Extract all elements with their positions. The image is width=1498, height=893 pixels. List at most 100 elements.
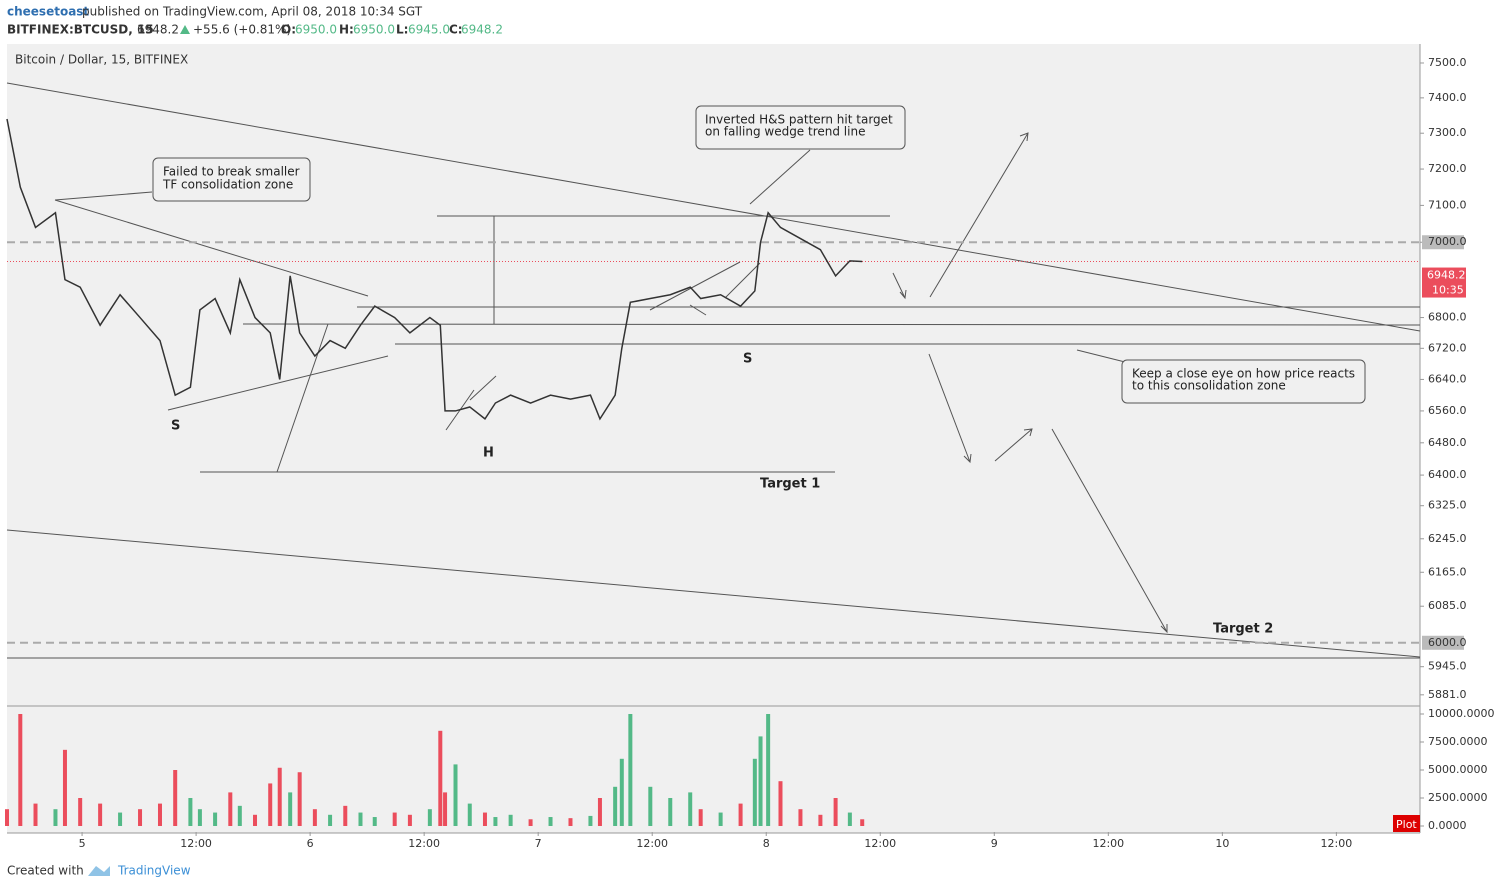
volume-bar <box>288 792 293 826</box>
volume-bar <box>53 809 58 826</box>
x-tick-label: 12:00 <box>180 837 212 850</box>
volume-bar <box>173 769 178 826</box>
volume-bar <box>628 713 633 826</box>
y-tick-label: 6085.0 <box>1428 599 1467 612</box>
y2-tick-label: 5000.0000 <box>1428 763 1488 776</box>
annotation: Inverted H&S pattern hit target <box>705 113 893 127</box>
level-tag <box>1422 635 1464 650</box>
annotation: Keep a close eye on how price reacts <box>1132 367 1355 381</box>
volume-bar <box>758 736 763 826</box>
volume-bar <box>407 814 412 826</box>
volume-bar <box>62 749 67 826</box>
plot-label: Plot <box>1396 818 1417 831</box>
level-label: 6000.0 <box>1428 636 1467 649</box>
volume-bar <box>718 812 723 826</box>
x-tick-label: 8 <box>763 837 770 850</box>
c-value: 6948.2 <box>461 23 503 37</box>
volume-bar <box>312 809 317 826</box>
arrow <box>1051 428 1168 634</box>
c-label: C: <box>449 23 463 37</box>
volume-bar <box>613 786 618 826</box>
volume-bar <box>568 818 573 826</box>
y-tick-label: 6480.0 <box>1428 436 1467 449</box>
countdown: 10:35 <box>1432 284 1464 297</box>
level-label: 7000.0 <box>1428 235 1467 248</box>
callout <box>152 157 311 202</box>
callout <box>695 105 906 150</box>
pointer <box>749 149 811 205</box>
level-tag <box>1422 235 1464 250</box>
y-tick-label: 6400.0 <box>1428 468 1467 481</box>
volume-bar <box>493 817 498 826</box>
volume-bar <box>548 817 553 826</box>
volume-bar <box>508 814 513 826</box>
channel-bottom <box>6 529 1421 658</box>
volume-bar <box>277 767 282 826</box>
x-tick-label: 12:00 <box>408 837 440 850</box>
x-tick-label: 12:00 <box>1321 837 1353 850</box>
chart-title: Bitcoin / Dollar, 15, BITFINEX <box>15 53 188 67</box>
price: 6948.2 <box>137 23 179 37</box>
volume-bar <box>766 713 771 826</box>
annotation: on falling wedge trend line <box>705 125 865 139</box>
plot-tag <box>1393 815 1420 832</box>
y-tick-label: 6800.0 <box>1428 311 1467 324</box>
annotation: Failed to break smaller <box>163 165 300 179</box>
up-arrow <box>180 25 190 34</box>
y-tick-label: 6165.0 <box>1428 565 1467 578</box>
y-tick-label: 7100.0 <box>1428 198 1467 211</box>
volume-bar <box>738 803 743 826</box>
o-value: 6950.0 <box>295 23 337 37</box>
volume-bar <box>157 803 162 826</box>
volume-bar <box>392 812 397 826</box>
arrow <box>929 132 1029 298</box>
symbol: BITFINEX:BTCUSD, 15 <box>7 23 154 37</box>
volume-bar <box>467 803 472 826</box>
x-tick-label: 9 <box>991 837 998 850</box>
y-tick-label: 7200.0 <box>1428 162 1467 175</box>
volume-bar <box>482 812 487 826</box>
y-tick-label: 7400.0 <box>1428 91 1467 104</box>
y-tick-label: 7300.0 <box>1428 126 1467 139</box>
volume-bar <box>372 817 377 826</box>
volume-bar <box>98 803 103 826</box>
published: published on TradingView.com, April 08, … <box>82 5 423 19</box>
drawings <box>6 82 1421 659</box>
brand: TradingView <box>117 864 191 878</box>
x-tick-label: 12:00 <box>636 837 668 850</box>
pattern-label: S <box>171 419 180 434</box>
volume-bar <box>688 792 693 826</box>
last-price-label: 6948.2 <box>1427 269 1466 282</box>
volume-bar <box>453 764 458 826</box>
volume-bar <box>297 772 302 826</box>
logo <box>88 866 110 876</box>
volume-bar <box>648 786 653 826</box>
x-tick-label: 7 <box>535 837 542 850</box>
volume-bar <box>188 797 193 826</box>
pattern-label: Target 2 <box>1213 622 1273 637</box>
annotation: to this consolidation zone <box>1132 379 1286 393</box>
y2-tick-label: 10000.0000 <box>1428 707 1494 720</box>
pattern-label: S <box>743 352 752 367</box>
l-label: L: <box>396 23 408 37</box>
volume-bar <box>268 783 273 826</box>
y-tick-label: 6325.0 <box>1428 499 1467 512</box>
o-label: O: <box>281 23 296 37</box>
volume-bar <box>438 730 443 826</box>
y2-tick-label: 2500.0000 <box>1428 791 1488 804</box>
volume-bar <box>213 812 218 826</box>
volume-bar <box>588 815 593 826</box>
volume-bar <box>597 797 602 826</box>
volume-bar <box>138 809 143 826</box>
h-label: H: <box>339 23 354 37</box>
y-tick-label: 6720.0 <box>1428 341 1467 354</box>
x-tick-label: 12:00 <box>864 837 896 850</box>
y-tick-label: 6640.0 <box>1428 372 1467 385</box>
y2-tick-label: 7500.0000 <box>1428 735 1488 748</box>
volume-bar <box>847 812 852 826</box>
volume-bar <box>443 792 448 826</box>
volume-bar <box>328 814 333 826</box>
volume-bar <box>619 758 624 826</box>
x-tick-label: 10 <box>1215 837 1229 850</box>
